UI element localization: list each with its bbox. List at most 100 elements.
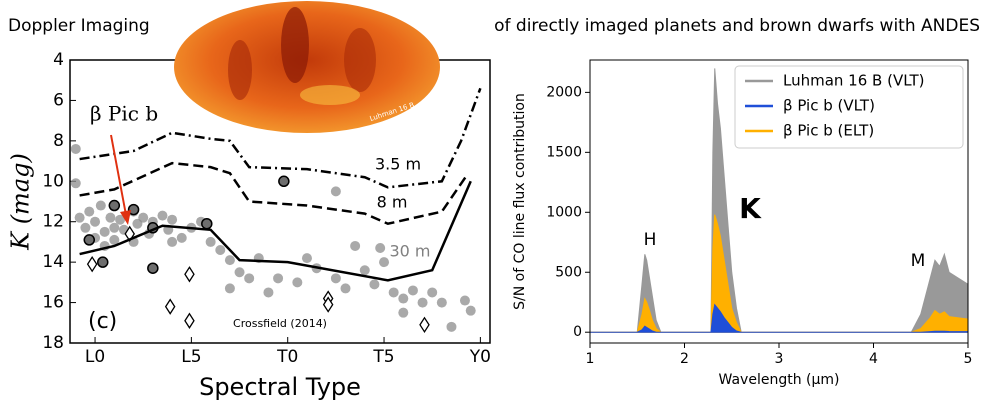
planet-label: β Pic b — [90, 102, 158, 126]
y-tick-label: 4 — [53, 50, 64, 70]
x-tick-label: 2 — [680, 351, 689, 367]
y-tick-label: 0 — [573, 324, 582, 340]
diamond — [184, 312, 195, 329]
x-tick-label: L0 — [85, 347, 105, 367]
outlined-point — [108, 199, 121, 212]
data-point — [273, 273, 284, 284]
data-point — [138, 212, 149, 223]
data-point — [234, 267, 245, 278]
limit-line — [79, 161, 468, 226]
legend-label: β Pic b (ELT) — [783, 122, 874, 140]
data-point — [205, 236, 216, 247]
data-point — [330, 186, 341, 197]
data-point — [167, 214, 178, 225]
legend-label: Luhman 16 B (VLT) — [783, 72, 925, 90]
data-point — [436, 297, 447, 308]
y-tick-label: 12 — [42, 212, 64, 232]
panel-label: (c) — [88, 309, 117, 334]
limit-line — [79, 180, 472, 282]
diamond — [164, 298, 176, 315]
data-point — [459, 295, 470, 306]
data-point — [301, 253, 312, 264]
data-point — [80, 222, 91, 233]
data-point — [224, 255, 235, 266]
data-point — [115, 214, 126, 225]
data-point — [157, 210, 168, 221]
dark-band — [228, 40, 252, 100]
data-point — [465, 305, 476, 316]
left-chart: 4 6 8 10 12 14 16 18 L0 L5 T0 T5 Y0 Spectral Type K (m… — [7, 50, 491, 401]
data-point — [417, 297, 428, 308]
data-point — [369, 279, 380, 290]
x-tick-label: T5 — [372, 347, 394, 367]
y-axis-label: S/N of CO line flux contribution — [512, 93, 528, 310]
outlined-point — [278, 175, 290, 188]
data-point — [398, 307, 409, 318]
y-tick-label: 1000 — [546, 204, 582, 220]
diamond — [184, 266, 195, 283]
x-tick-label: Y0 — [469, 347, 491, 367]
legend-label: β Pic b (VLT) — [783, 97, 875, 115]
data-point — [375, 242, 386, 253]
data-point — [330, 273, 341, 284]
band-label: K — [739, 192, 762, 225]
x-tick-label: L5 — [181, 347, 201, 367]
y-tick-label: 18 — [42, 333, 64, 353]
data-point — [109, 222, 120, 233]
data-point — [109, 234, 120, 245]
x-tick-label: T0 — [276, 347, 298, 367]
data-point — [359, 265, 370, 276]
y-tick-label: 1500 — [546, 144, 582, 160]
data-point — [84, 206, 95, 217]
data-point — [90, 216, 101, 227]
planet-arrowhead — [120, 210, 131, 225]
data-point — [95, 200, 106, 211]
data-point — [70, 143, 81, 154]
data-point — [105, 212, 116, 223]
planet-arrow — [110, 134, 127, 216]
y-tick-label: 500 — [555, 264, 582, 280]
x-tick-label: 4 — [869, 351, 878, 367]
data-point — [244, 273, 255, 284]
band-label: H — [644, 230, 657, 250]
outlined-point — [201, 217, 213, 230]
data-point — [379, 257, 390, 268]
y-tick-label: 2000 — [546, 84, 582, 100]
data-point — [167, 236, 178, 247]
limit-label: 3.5 m — [375, 155, 421, 174]
title-right: of directly imaged planets and brown dwa… — [494, 16, 980, 36]
outlined-point — [97, 256, 109, 268]
data-point — [74, 212, 85, 223]
x-tick-label: 3 — [775, 351, 784, 367]
planet-map — [174, 1, 440, 133]
y-tick-label: 10 — [42, 171, 64, 191]
band-label: M — [911, 251, 926, 271]
data-point — [446, 321, 457, 332]
data-point — [215, 245, 226, 256]
source-label: Crossfield (2014) — [233, 317, 327, 330]
data-point — [70, 178, 81, 189]
y-tick-label: 6 — [53, 90, 64, 110]
limit-label: 30 m — [389, 242, 430, 261]
x-axis-label: Wavelength (µm) — [719, 372, 840, 388]
outlined-point — [147, 262, 159, 274]
area — [590, 214, 969, 333]
y-tick-label: 14 — [42, 252, 64, 272]
data-point — [340, 283, 351, 294]
data-point — [427, 287, 438, 298]
data-point — [398, 293, 409, 304]
x-axis-label: Spectral Type — [199, 373, 361, 401]
data-point — [407, 285, 418, 296]
data-point — [176, 232, 187, 243]
x-tick-label: 5 — [964, 351, 973, 367]
outlined-point — [83, 234, 96, 246]
inset-map: Luhman 16 B Crossfield et al. (2014) — [174, 1, 440, 138]
diamond — [86, 255, 98, 273]
data-point — [388, 287, 399, 298]
outlined-point — [127, 203, 140, 216]
area — [590, 68, 969, 333]
y-axis-label: K (mag) — [7, 153, 35, 251]
y-tick-label: 16 — [42, 293, 64, 313]
diamond — [322, 296, 334, 313]
